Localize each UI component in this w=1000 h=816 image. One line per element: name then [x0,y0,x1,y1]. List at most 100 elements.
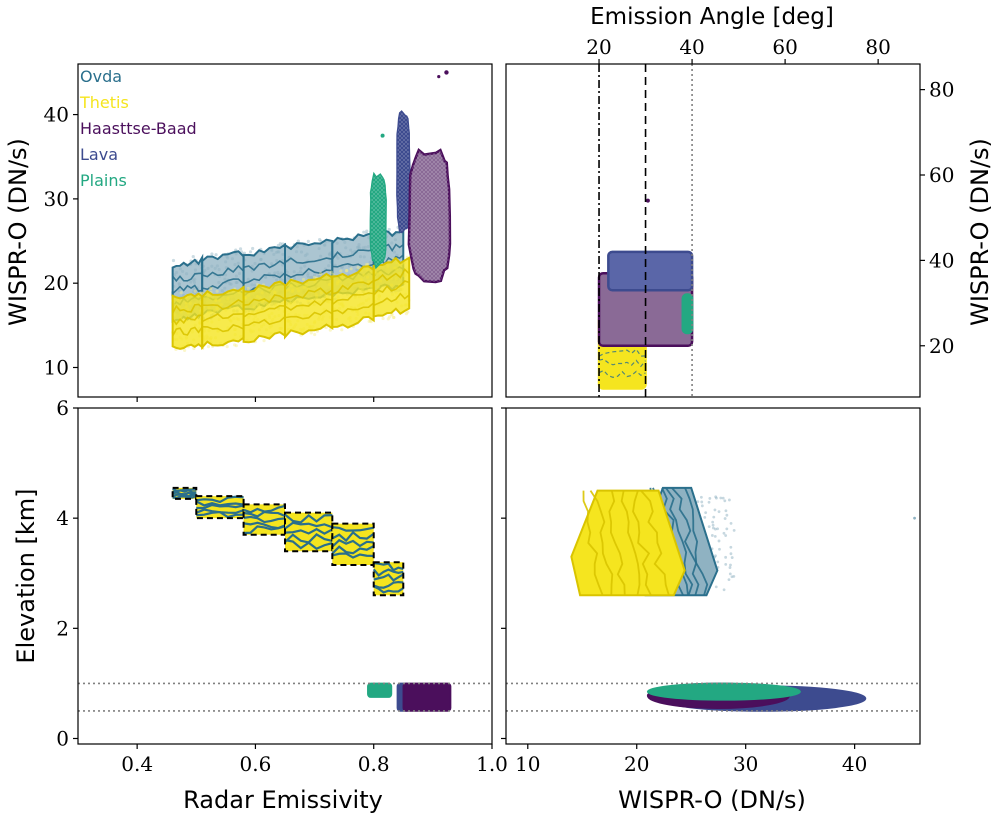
ovda-scatter-point [711,520,715,524]
ovda-scatter-point [716,527,719,531]
thetis-scatter-point [179,291,183,295]
ovda-scatter-point [729,545,733,549]
ovda-contour-line [671,487,700,596]
thetis-contour-line [632,490,652,596]
haasttse-baad-outlier-point [645,198,650,203]
top-x-tick-label: 20 [586,35,611,59]
y-tick-label: 0 [56,726,69,750]
ovda-scatter-point [725,513,729,517]
thetis-density-band [201,285,245,350]
thetis-contour-line [243,294,286,306]
ovda-scatter-point [714,585,718,589]
thetis-contour-line [243,304,286,318]
ovda-scatter-point [712,515,716,519]
y-tick-label: 20 [44,271,69,295]
ovda-scatter-point [727,578,731,582]
ovda-scatter-point [729,552,733,556]
ovda-scatter-point [238,247,243,251]
thetis-scatter-point [262,339,266,343]
thetis-scatter-point [386,317,390,321]
thetis-contour-line [331,292,374,306]
ovda-contour-line [372,568,404,577]
bottom-left-x-axis-label: Radar Emissivity [183,786,383,814]
ovda-scatter-point [728,572,732,576]
ovda-contour-line [243,260,286,272]
ovda-scatter-point [727,498,731,502]
ovda-scatter-point [718,547,721,551]
right-y-tick-label: 20 [929,334,954,358]
ovda-contour-line [243,510,286,518]
ovda-scatter-point [365,229,369,233]
emissivity-bin-box [195,495,245,520]
thetis-scatter-point [404,312,408,316]
ovda-scatter-point [719,496,723,500]
ovda-contour-line [172,272,203,283]
thetis-contour-line [284,298,333,311]
x-tick-label: 0.8 [358,752,390,776]
plains-region [681,293,694,335]
top-x-axis-label: Emission Angle [deg] [590,4,834,30]
thetis-density-band [171,292,204,350]
ovda-contour-line [196,510,244,519]
top-x-tick-label: 40 [679,35,704,59]
ovda-contour-line [284,539,333,550]
ovda-contour-line [373,580,404,589]
ovda-outlier-point [913,516,916,520]
right-y-tick-label: 40 [929,248,954,272]
thetis-contour-line [284,309,333,320]
ovda-scatter-point [729,563,732,567]
ovda-contour-line [598,358,647,368]
ovda-scatter-point [708,497,712,500]
legend-entry-ovda: Ovda [80,67,122,86]
ovda-contour-line [284,257,333,264]
ovda-scatter-point [723,517,727,520]
plains-outlier-point [380,133,385,138]
bottom-right-axes-frame [505,407,921,745]
thetis-contour-line [589,490,614,596]
thetis-contour-line [284,287,333,300]
thetis-scatter-point [329,270,333,274]
thetis-scatter-point [246,286,250,291]
thetis-scatter-point [234,344,238,348]
x-tick-label: 1.0 [476,752,508,776]
legend-entry-lava: Lava [80,145,118,164]
ovda-contour-line [284,513,333,524]
ovda-scatter-point [714,495,718,499]
ovda-scatter-point [722,588,726,592]
thetis-contour-line [373,268,410,283]
ovda-contour-line [284,267,333,279]
ovda-contour-line [373,585,404,594]
thetis-scatter-point [301,277,306,282]
ovda-scatter-point [717,539,721,543]
thetis-contour-line [582,490,604,596]
thetis-scatter-point [319,271,323,276]
thetis-scatter-point [200,291,204,296]
ovda-scatter-point [362,230,366,234]
ovda-scatter-point [724,562,728,566]
plains-region [367,682,393,698]
thetis-contour-line [332,302,375,315]
ovda-contour-line [196,503,244,510]
right-y-tick-label: 80 [929,78,954,102]
thetis-contour-line [373,292,410,307]
thetis-contour-line [373,280,410,296]
thetis-scatter-point [328,328,332,332]
legend: Ovda Thetis Haasttse-Baad Lava Plains [79,67,197,190]
ovda-scatter-point [699,495,703,499]
bottom-right-x-axis-label: WISPR-O (DN/s) [618,786,806,814]
ovda-scatter-point [730,575,734,579]
ovda-scatter-point [707,500,711,504]
thetis-scatter-point [313,332,317,337]
thetis-scatter-point [340,328,344,332]
ovda-scatter-point [276,243,280,248]
thetis-scatter-point [367,319,371,323]
haasttse-baad-region-texture [408,150,450,282]
top-left-plot-area [171,70,452,352]
axis-ticks: 10 20 30 40 20 40 60 80 20 40 60 80 0 2 4 6 0.4 0.6 0.8 1.0… [44,35,955,776]
ovda-contour-line [284,521,333,530]
right-y-tick-label: 60 [929,163,954,187]
ovda-scatter-point [696,500,700,504]
ovda-scatter-point [703,516,707,519]
ovda-contour-line [332,526,374,532]
